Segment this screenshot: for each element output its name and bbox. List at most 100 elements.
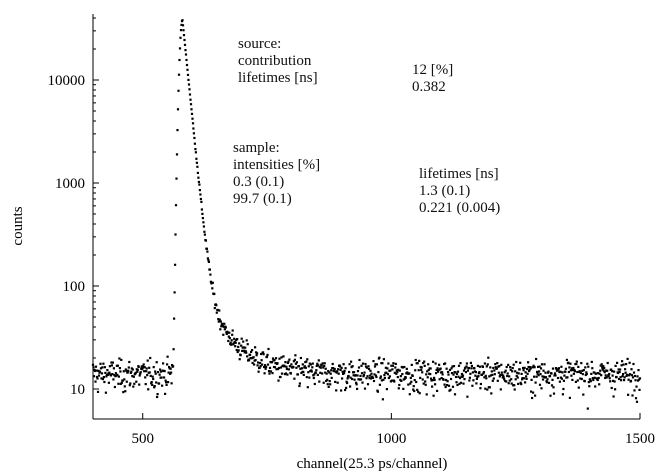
data-point xyxy=(219,320,222,323)
data-point xyxy=(284,372,287,375)
data-point xyxy=(409,382,412,385)
data-point xyxy=(108,371,111,374)
data-point xyxy=(532,391,535,394)
data-point xyxy=(521,377,524,380)
data-point xyxy=(498,375,501,378)
data-point xyxy=(320,364,323,367)
data-point xyxy=(552,386,555,389)
data-point xyxy=(100,372,104,375)
data-point xyxy=(306,358,309,361)
data-point xyxy=(222,325,225,328)
data-point xyxy=(105,375,108,378)
data-point xyxy=(380,379,383,382)
data-point xyxy=(353,378,356,381)
data-point xyxy=(311,362,314,365)
data-point xyxy=(513,388,516,391)
data-point xyxy=(328,380,331,383)
data-point xyxy=(348,370,351,374)
data-point xyxy=(516,376,519,379)
data-point xyxy=(449,377,453,381)
data-point xyxy=(550,384,554,387)
data-point xyxy=(527,361,530,364)
data-point xyxy=(124,390,127,393)
data-point xyxy=(408,372,411,375)
data-point xyxy=(139,371,142,374)
data-point xyxy=(335,389,338,392)
data-point xyxy=(403,365,406,369)
data-point xyxy=(353,371,356,374)
data-point xyxy=(181,19,184,22)
data-point xyxy=(577,386,580,389)
data-point xyxy=(121,379,124,382)
data-point xyxy=(287,360,290,363)
data-point xyxy=(197,180,200,184)
data-point xyxy=(438,363,441,366)
data-point xyxy=(339,365,342,368)
data-point xyxy=(533,366,536,369)
data-point xyxy=(605,376,608,379)
data-point xyxy=(94,365,98,368)
data-point xyxy=(582,369,585,372)
data-point xyxy=(354,374,357,377)
data-point xyxy=(413,379,416,382)
data-point xyxy=(491,379,494,382)
data-point xyxy=(233,337,236,340)
data-point xyxy=(153,386,156,389)
source-annotation: source: contribution lifetimes [ns] xyxy=(238,36,318,87)
data-point xyxy=(594,385,597,388)
data-point xyxy=(356,387,359,390)
data-point xyxy=(612,395,615,398)
data-point xyxy=(473,367,476,370)
data-point xyxy=(259,362,262,365)
data-point xyxy=(520,372,523,375)
data-point xyxy=(198,183,201,186)
data-point xyxy=(482,372,485,375)
data-point xyxy=(278,357,281,360)
data-point xyxy=(242,346,245,349)
data-point xyxy=(572,372,575,375)
data-point xyxy=(336,370,339,373)
data-point xyxy=(169,372,172,375)
data-point xyxy=(412,388,415,391)
data-point xyxy=(613,370,616,373)
data-point xyxy=(294,354,297,357)
data-point xyxy=(179,29,183,32)
data-point xyxy=(370,372,373,375)
data-point xyxy=(381,398,384,401)
data-point xyxy=(556,376,560,380)
source-lifetime-value: 0.382 xyxy=(412,79,446,95)
data-point xyxy=(575,362,578,366)
data-point xyxy=(576,379,579,382)
data-point xyxy=(518,368,521,371)
data-point xyxy=(424,383,427,386)
data-point xyxy=(364,362,367,366)
data-point xyxy=(266,353,269,356)
data-point xyxy=(183,43,187,46)
data-point xyxy=(401,366,404,369)
data-point xyxy=(489,374,492,377)
data-point xyxy=(340,366,343,369)
data-point xyxy=(425,393,428,396)
data-point xyxy=(201,217,204,220)
data-point xyxy=(591,367,594,370)
data-point xyxy=(154,370,157,373)
data-point xyxy=(582,393,585,396)
data-point xyxy=(637,378,641,381)
data-point xyxy=(375,375,378,379)
data-point xyxy=(420,366,423,369)
data-point xyxy=(223,328,226,331)
data-point xyxy=(296,373,299,376)
data-point xyxy=(307,365,310,368)
data-point xyxy=(520,383,523,386)
data-point xyxy=(383,374,386,377)
data-point xyxy=(632,371,636,374)
data-point xyxy=(421,378,424,381)
data-point xyxy=(267,370,271,373)
data-point xyxy=(397,387,400,390)
data-point xyxy=(530,378,533,381)
data-point xyxy=(586,407,589,410)
data-point xyxy=(120,381,123,384)
data-point xyxy=(280,356,283,359)
data-point xyxy=(172,348,175,351)
data-point xyxy=(475,377,478,380)
